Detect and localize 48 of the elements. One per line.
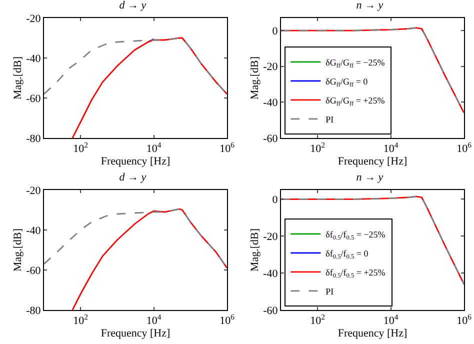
x-tick-label: 10$^{4}$ xyxy=(383,312,398,328)
x-axis-title: Frequency [Hz] xyxy=(338,155,408,168)
chart-title: d → y xyxy=(119,0,146,12)
legend-label: δG$_{ff}$/G$_{ff}$ = 0 xyxy=(326,76,368,88)
y-tick-label: -20 xyxy=(263,61,278,74)
y-tick-label: -20 xyxy=(263,231,278,243)
x-tick-label: 10$^{6}$ xyxy=(456,312,472,328)
y-tick-label: -20 xyxy=(26,184,42,197)
x-tick-label: 10$^{4}$ xyxy=(383,140,398,156)
chart-title: n → y xyxy=(356,172,384,184)
y-tick-label: -60 xyxy=(263,132,278,145)
legend-label: δG$_{ff}$/G$_{ff}$ = +25% xyxy=(326,95,386,108)
y-tick-label: 0 xyxy=(272,25,278,38)
legend-label: PI xyxy=(326,286,334,296)
y-axis-title: Mag.[dB] xyxy=(248,56,261,100)
y-tick-label: -40 xyxy=(263,97,278,110)
x-tick-label: 10$^{4}$ xyxy=(146,312,162,328)
y-tick-label: 0 xyxy=(272,194,278,206)
x-axis-title: Frequency [Hz] xyxy=(100,155,170,168)
y-tick-label: -80 xyxy=(26,132,42,145)
x-tick-label: 10$^{2}$ xyxy=(310,140,326,156)
y-tick-label: -60 xyxy=(26,264,42,277)
y-axis-title: Mag.[dB] xyxy=(12,56,24,100)
y-tick-label: -60 xyxy=(263,304,278,317)
x-axis-title: Frequency [Hz] xyxy=(100,327,170,340)
chart-title: d → y xyxy=(119,172,146,184)
x-tick-label: 10$^{6}$ xyxy=(456,140,472,156)
x-tick-label: 10$^{2}$ xyxy=(310,312,326,328)
y-tick-label: -80 xyxy=(26,304,42,317)
x-tick-label: 10$^{6}$ xyxy=(220,140,235,156)
y-axis-title: Mag.[dB] xyxy=(12,228,24,272)
x-axis-title: Frequency [Hz] xyxy=(338,327,408,340)
x-tick-label: 10$^{6}$ xyxy=(220,312,235,328)
y-axis-title: Mag.[dB] xyxy=(248,228,261,272)
x-tick-label: 10$^{4}$ xyxy=(146,140,162,156)
y-tick-label: -60 xyxy=(26,92,42,105)
y-tick-label: -20 xyxy=(26,12,42,25)
x-tick-label: 10$^{2}$ xyxy=(73,140,88,156)
y-tick-label: -40 xyxy=(26,224,42,237)
legend-label: PI xyxy=(326,114,334,124)
y-tick-label: -40 xyxy=(263,268,278,280)
legend-label: δf$_{0.5}$/f$_{0.5}$ = −25% xyxy=(326,229,386,242)
legend-label: δf$_{0.5}$/f$_{0.5}$ = +25% xyxy=(326,267,386,280)
chart-title: n → y xyxy=(356,0,384,12)
x-tick-label: 10$^{2}$ xyxy=(73,312,88,328)
y-tick-label: -40 xyxy=(26,52,42,65)
legend-label: δG$_{ff}$/G$_{ff}$ = −25% xyxy=(326,57,386,70)
legend-label: δf$_{0.5}$/f$_{0.5}$ = 0 xyxy=(326,248,369,260)
